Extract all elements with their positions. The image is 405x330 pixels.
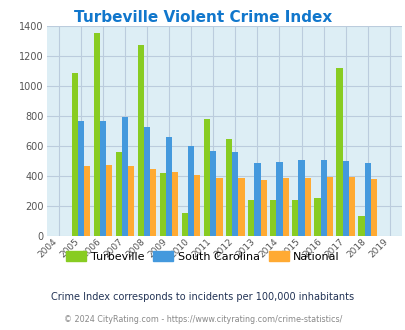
Bar [84,166,90,236]
Bar [254,163,260,236]
Bar [270,200,276,236]
Bar [160,173,166,236]
Bar [326,177,332,236]
Bar [336,68,342,236]
Bar [137,45,144,236]
Bar [358,216,364,236]
Bar [181,213,188,236]
Bar [115,152,122,236]
Bar [144,127,150,236]
Bar [71,73,78,236]
Bar [210,150,216,236]
Bar [226,139,232,236]
Bar [304,178,310,236]
Bar [238,178,244,236]
Bar [150,169,156,236]
Bar [260,180,266,236]
Bar [348,177,354,236]
Bar [106,165,112,236]
Bar [292,200,298,236]
Bar [247,200,254,236]
Bar [166,137,172,236]
Bar [78,121,84,236]
Bar [282,178,288,236]
Bar [370,179,376,236]
Text: © 2024 CityRating.com - https://www.cityrating.com/crime-statistics/: © 2024 CityRating.com - https://www.city… [64,315,341,324]
Bar [276,162,282,236]
Bar [100,121,106,236]
Legend: Turbeville, South Carolina, National: Turbeville, South Carolina, National [62,247,343,267]
Bar [188,146,194,236]
Bar [216,178,222,236]
Bar [194,175,200,236]
Bar [203,119,210,236]
Bar [232,152,238,236]
Bar [172,172,178,236]
Bar [313,198,320,236]
Bar [298,160,304,236]
Bar [342,161,348,236]
Bar [94,33,100,236]
Bar [364,163,370,236]
Text: Crime Index corresponds to incidents per 100,000 inhabitants: Crime Index corresponds to incidents per… [51,292,354,302]
Bar [128,166,134,236]
Bar [122,117,128,236]
Text: Turbeville Violent Crime Index: Turbeville Violent Crime Index [74,10,331,25]
Bar [320,160,326,236]
